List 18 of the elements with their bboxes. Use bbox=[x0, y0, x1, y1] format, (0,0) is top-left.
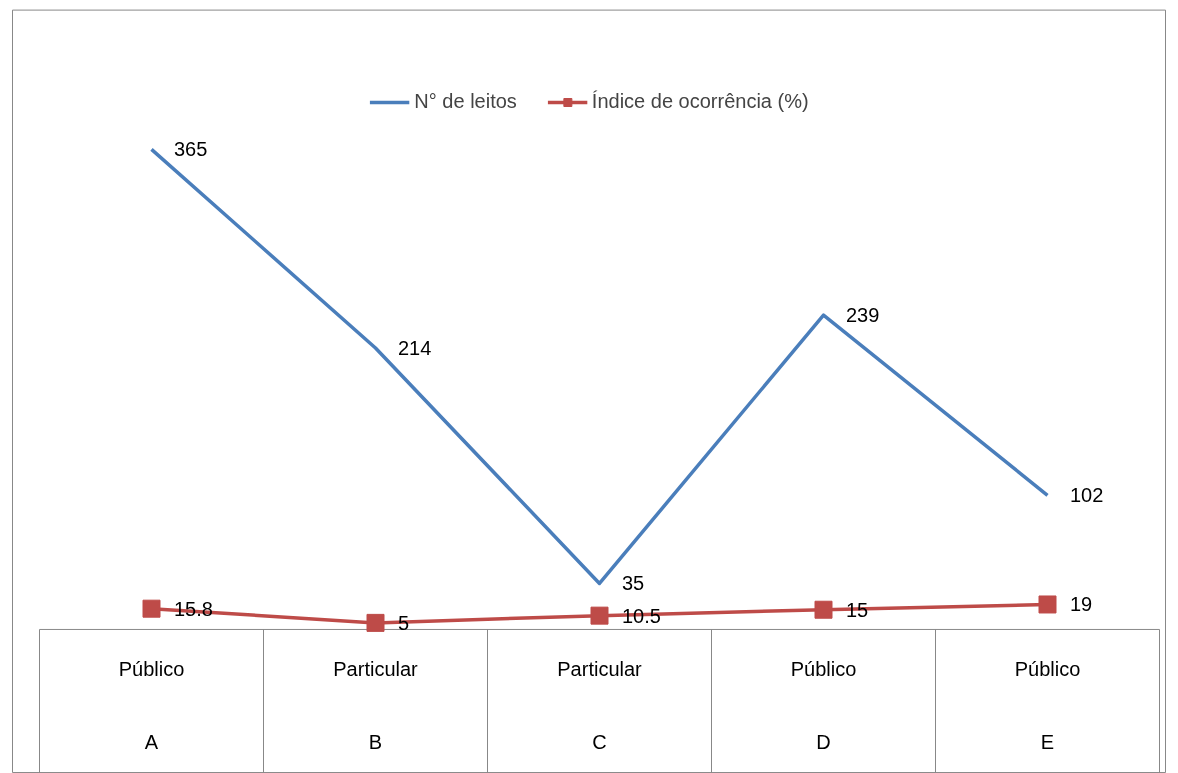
point bbox=[814, 600, 833, 619]
data-label: 239 bbox=[845, 304, 880, 327]
data-label: 19 bbox=[1069, 593, 1093, 616]
legend-label: Índice de ocorrência (%) bbox=[591, 90, 809, 113]
data-label: 35 bbox=[621, 572, 645, 595]
category-label: Particular C bbox=[557, 657, 642, 754]
data-label: 365 bbox=[173, 138, 208, 161]
legend-label: N° de leitos bbox=[414, 90, 517, 113]
point bbox=[142, 599, 161, 618]
point bbox=[1038, 595, 1057, 614]
data-label: 214 bbox=[397, 336, 432, 359]
category-label: Público A bbox=[118, 657, 185, 754]
point bbox=[590, 606, 609, 625]
category-label: Público D bbox=[790, 657, 857, 754]
point bbox=[366, 613, 385, 632]
data-label: 102 bbox=[1069, 484, 1104, 507]
category-label: Público E bbox=[1014, 657, 1081, 754]
category-label: Particular B bbox=[333, 657, 418, 754]
